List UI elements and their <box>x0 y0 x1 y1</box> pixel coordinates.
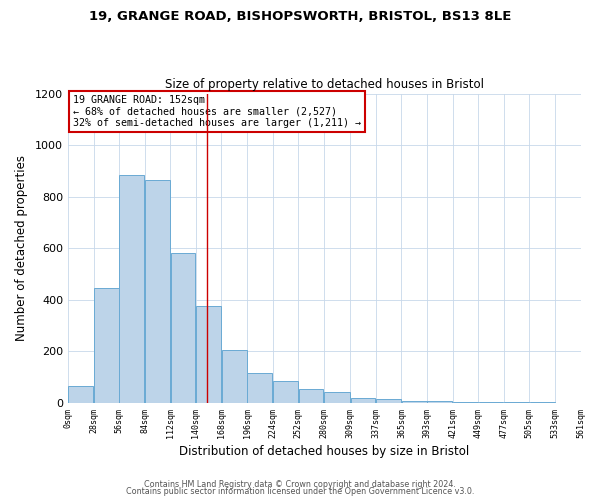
Bar <box>350 398 376 402</box>
Bar <box>94 288 119 403</box>
Bar <box>247 373 272 402</box>
Title: Size of property relative to detached houses in Bristol: Size of property relative to detached ho… <box>165 78 484 91</box>
Y-axis label: Number of detached properties: Number of detached properties <box>15 155 28 341</box>
Bar <box>170 254 196 402</box>
Bar <box>273 381 298 402</box>
Bar <box>68 386 93 402</box>
Text: Contains HM Land Registry data © Crown copyright and database right 2024.: Contains HM Land Registry data © Crown c… <box>144 480 456 489</box>
Text: 19, GRANGE ROAD, BISHOPSWORTH, BRISTOL, BS13 8LE: 19, GRANGE ROAD, BISHOPSWORTH, BRISTOL, … <box>89 10 511 23</box>
Text: Contains public sector information licensed under the Open Government Licence v3: Contains public sector information licen… <box>126 488 474 496</box>
Bar <box>376 399 401 402</box>
X-axis label: Distribution of detached houses by size in Bristol: Distribution of detached houses by size … <box>179 444 469 458</box>
Bar <box>145 180 170 402</box>
Text: 19 GRANGE ROAD: 152sqm
← 68% of detached houses are smaller (2,527)
32% of semi-: 19 GRANGE ROAD: 152sqm ← 68% of detached… <box>73 95 361 128</box>
Bar <box>196 306 221 402</box>
Bar <box>222 350 247 403</box>
Bar <box>402 400 427 402</box>
Bar <box>299 388 323 402</box>
Bar <box>119 174 145 402</box>
Bar <box>324 392 350 402</box>
